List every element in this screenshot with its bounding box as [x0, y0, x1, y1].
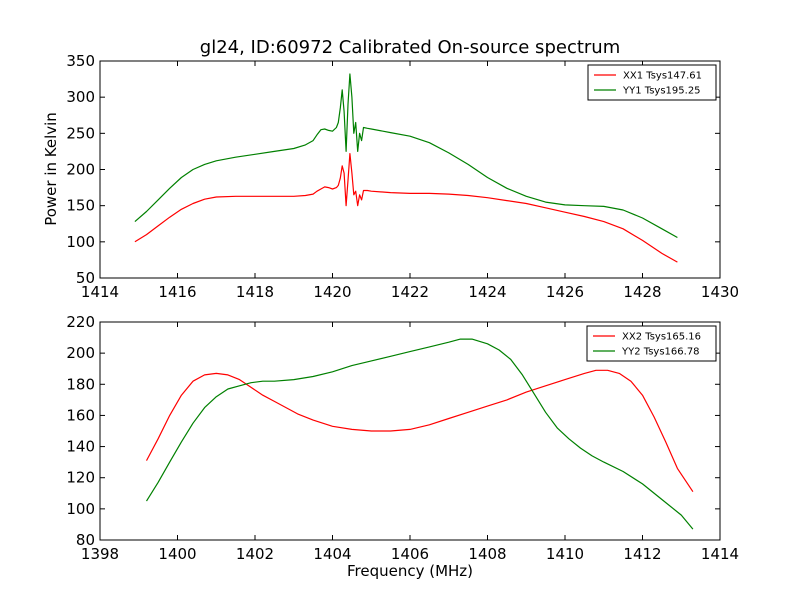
series-line-xx1 — [134, 153, 678, 263]
legend-label: XX2 Tsys165.16 — [622, 332, 701, 343]
top-panel: 1414 1416 1418 1420 1422 1424 1426 1428 1430 50 10… — [66, 52, 739, 301]
x-tick-label: 1410 — [546, 545, 584, 563]
x-tick-label: 1428 — [623, 283, 661, 301]
y-tick-label: 150 — [66, 197, 95, 215]
y-tick-label: 50 — [76, 269, 95, 287]
x-tick-label: 1412 — [623, 545, 661, 563]
legend: XX1 Tsys147.61 YY1 Tsys195.25 — [587, 64, 717, 101]
x-tick-label: 1408 — [468, 545, 506, 563]
y-tick-label: 200 — [66, 161, 95, 179]
x-tick-label: 1414 — [81, 283, 119, 301]
y-tick-label: 350 — [66, 52, 95, 70]
figure-title: gl24, ID:60972 Calibrated On-source spec… — [200, 37, 620, 58]
x-tick-label: 1424 — [468, 283, 506, 301]
y-axis-label: Power in Kelvin — [42, 112, 60, 226]
x-tick-label: 1430 — [701, 283, 739, 301]
legend-box — [586, 325, 717, 362]
series-line-yy1 — [134, 73, 678, 239]
y-tick-label: 160 — [66, 406, 95, 424]
y-tick-label: 140 — [66, 438, 95, 456]
x-tick-label: 1400 — [158, 545, 196, 563]
series-line-yy2 — [145, 338, 694, 530]
y-tick-label: 120 — [66, 469, 95, 487]
x-tick-label: 1404 — [313, 545, 351, 563]
x-tick-label: 1422 — [391, 283, 429, 301]
legend-label: YY1 Tsys195.25 — [622, 86, 701, 97]
x-tick-label: 1418 — [236, 283, 274, 301]
y-tick-label: 100 — [66, 233, 95, 251]
legend: XX2 Tsys165.16 YY2 Tsys166.78 — [586, 325, 717, 362]
legend-label: YY2 Tsys166.78 — [621, 347, 700, 358]
legend-box — [587, 64, 717, 101]
x-tick-label: 1426 — [546, 283, 584, 301]
y-tick-label: 180 — [66, 375, 95, 393]
x-tick-label: 1402 — [236, 545, 274, 563]
y-tick-label: 100 — [66, 500, 95, 518]
y-tick-label: 200 — [66, 344, 95, 362]
x-tick-label: 1416 — [158, 283, 196, 301]
y-tick-label: 220 — [66, 313, 95, 331]
x-axis-label: Frequency (MHz) — [347, 562, 473, 580]
legend-label: XX1 Tsys147.61 — [623, 71, 702, 82]
x-tick-label: 1398 — [81, 545, 119, 563]
y-tick-label: 300 — [66, 88, 95, 106]
x-tick-label: 1414 — [701, 545, 739, 563]
series-line-xx2 — [145, 369, 694, 493]
x-tick-label: 1420 — [313, 283, 351, 301]
y-tick-label: 80 — [76, 531, 95, 549]
x-tick-label: 1406 — [391, 545, 429, 563]
bottom-panel: 1398 1400 1402 1404 1406 1408 1410 1412 1414 80 10… — [66, 313, 739, 563]
y-tick-label: 250 — [66, 124, 95, 142]
